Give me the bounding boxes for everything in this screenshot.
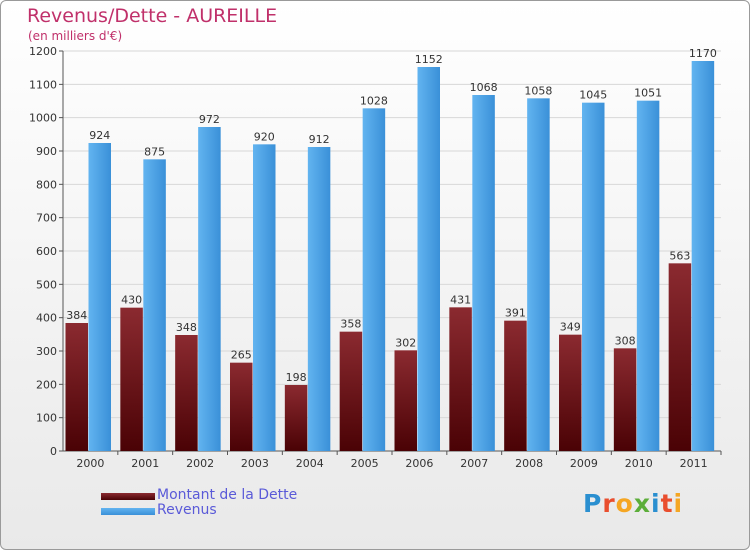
data-label-revenus: 1058 <box>524 84 552 97</box>
x-tick-label: 2007 <box>460 457 488 470</box>
data-label-debt: 358 <box>340 318 361 331</box>
logo-letter: i <box>673 489 684 518</box>
bar-revenus <box>636 100 660 452</box>
bar-debt <box>613 348 637 451</box>
y-tick-label: 400 <box>36 312 57 325</box>
x-tick-label: 2008 <box>515 457 543 470</box>
data-label-revenus: 875 <box>144 145 165 158</box>
bar-debt <box>65 323 88 451</box>
chart-unit-label: (en milliers d'€) <box>28 29 123 43</box>
data-label-debt: 308 <box>615 334 636 347</box>
y-tick-label: 1000 <box>29 112 57 125</box>
x-tick-label: 2010 <box>625 457 653 470</box>
data-label-debt: 302 <box>395 336 416 349</box>
y-tick-label: 700 <box>36 212 57 225</box>
x-tick-label: 2011 <box>680 457 708 470</box>
logo-letter: r <box>602 489 616 518</box>
logo-letter: x <box>633 489 651 518</box>
data-label-debt: 198 <box>286 371 307 384</box>
x-tick-label: 2005 <box>351 457 379 470</box>
bar-debt <box>449 307 472 451</box>
data-label-debt: 430 <box>121 294 142 307</box>
y-tick-label: 1100 <box>29 78 57 91</box>
logo-letter: t <box>660 489 674 518</box>
data-label-revenus: 1051 <box>634 87 662 100</box>
bar-debt <box>559 334 582 451</box>
y-tick-label: 100 <box>36 412 57 425</box>
x-tick-label: 2002 <box>186 457 214 470</box>
data-label-debt: 563 <box>669 249 690 262</box>
bar-debt <box>668 263 692 451</box>
y-tick-label: 800 <box>36 178 57 191</box>
bar-debt <box>120 307 143 451</box>
bar-revenus <box>417 67 440 451</box>
bar-revenus <box>472 95 495 451</box>
bar-revenus <box>198 127 221 451</box>
logo-letter: o <box>615 489 634 518</box>
data-label-revenus: 972 <box>199 113 220 126</box>
data-label-debt: 349 <box>560 321 581 334</box>
bar-debt <box>284 385 308 451</box>
bar-revenus <box>362 108 386 451</box>
logo-letter: P <box>583 489 603 518</box>
proxiti-logo: Proxiti <box>583 489 683 518</box>
axes: 0 100 200 300 400 500 600 700 800 900 1000 1100 1200… <box>29 45 722 470</box>
legend-swatch-revenus <box>101 508 155 515</box>
data-label-debt: 265 <box>231 349 252 362</box>
data-label-revenus: 924 <box>89 129 110 142</box>
y-tick-label: 600 <box>36 245 57 258</box>
x-tick-label: 2004 <box>296 457 324 470</box>
bar-debt <box>175 335 198 451</box>
y-tick-label: 500 <box>36 278 57 291</box>
chart-title: Revenus/Dette - AUREILLE <box>27 5 278 27</box>
data-label-revenus: 1045 <box>579 89 607 102</box>
bar-revenus <box>527 98 550 451</box>
data-label-revenus: 1170 <box>689 47 717 60</box>
legend-swatch-debt <box>101 493 155 500</box>
data-label-debt: 384 <box>66 309 87 322</box>
data-labels: 384 924 430 875 348 972 265 920 198 912 358 1028 302… <box>66 47 717 384</box>
y-tick-label: 300 <box>36 345 57 358</box>
bar-debt <box>230 362 253 451</box>
x-tick-label: 2001 <box>131 457 159 470</box>
data-label-revenus: 920 <box>254 130 275 143</box>
bars <box>65 61 715 452</box>
logo-letter: i <box>651 489 661 518</box>
x-tick-label: 2000 <box>76 457 104 470</box>
grid-lines <box>63 50 721 452</box>
y-tick-label: 1200 <box>29 45 57 58</box>
legend-label-revenus: Revenus <box>157 502 217 518</box>
x-tick-label: 2009 <box>570 457 598 470</box>
bar-debt <box>339 331 363 451</box>
data-label-revenus: 1152 <box>415 53 443 66</box>
y-tick-label: 200 <box>36 378 57 391</box>
y-tick-label: 0 <box>50 445 57 458</box>
x-tick-label: 2006 <box>405 457 433 470</box>
data-label-debt: 348 <box>176 321 197 334</box>
bar-revenus <box>691 61 715 451</box>
bar-debt <box>394 350 417 451</box>
legend-label-debt: Montant de la Dette <box>157 487 298 503</box>
bar-revenus <box>88 143 111 451</box>
data-label-revenus: 1068 <box>470 81 498 94</box>
bar-revenus <box>582 102 605 452</box>
y-tick-label: 900 <box>36 145 57 158</box>
x-tick-label: 2003 <box>241 457 269 470</box>
bar-revenus <box>143 159 166 452</box>
data-label-revenus: 1028 <box>360 94 388 107</box>
bar-revenus <box>253 144 276 452</box>
bar-revenus <box>307 147 331 451</box>
data-label-debt: 431 <box>450 293 471 306</box>
data-label-revenus: 912 <box>309 133 330 146</box>
bar-debt <box>504 320 527 451</box>
data-label-debt: 391 <box>505 307 526 320</box>
